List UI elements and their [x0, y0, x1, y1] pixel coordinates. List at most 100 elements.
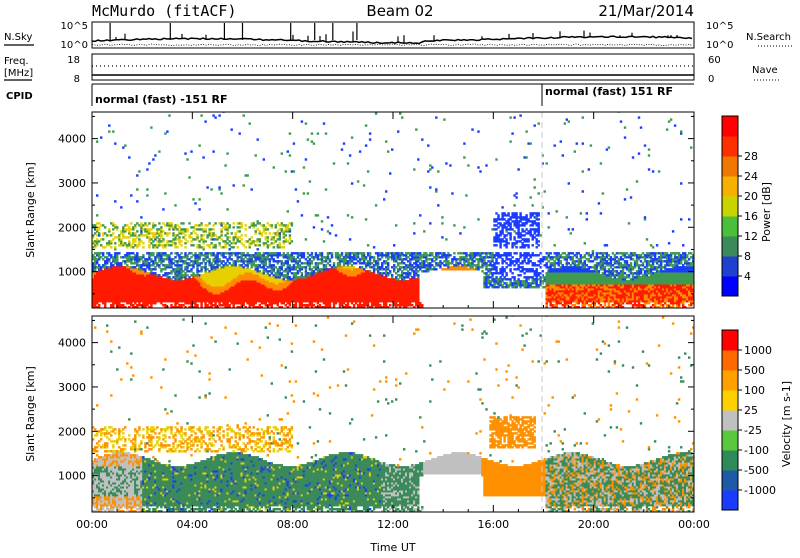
heatmap-cell	[249, 122, 251, 124]
heatmap-cell	[297, 200, 299, 202]
heatmap-cell	[114, 246, 116, 248]
heatmap-cell	[387, 262, 389, 264]
heatmap-cell	[325, 132, 327, 134]
heatmap-cell	[369, 132, 371, 134]
heatmap-cell	[170, 222, 172, 224]
heatmap-cell	[208, 222, 210, 224]
heatmap-cell	[233, 226, 235, 228]
heatmap-cell	[291, 222, 293, 224]
heatmap-cell	[224, 164, 226, 166]
heatmap-cell	[192, 244, 194, 246]
heatmap-cell	[305, 238, 307, 240]
heatmap-cell	[255, 154, 257, 156]
nsky-tick-top: 10^5	[61, 21, 88, 32]
heatmap-cell	[313, 226, 315, 228]
heatmap-cell	[365, 124, 367, 126]
heatmap-cell	[100, 136, 102, 138]
heatmap-cell	[140, 216, 142, 218]
heatmap-cell	[226, 258, 228, 260]
freq-tick-bottom: 8	[74, 74, 80, 85]
heatmap-cell	[393, 244, 395, 246]
heatmap-cell	[407, 280, 409, 282]
heatmap-cell	[445, 162, 447, 164]
heatmap-cell	[233, 222, 235, 224]
heatmap-cell	[311, 252, 313, 254]
heatmap-cell	[467, 268, 469, 270]
heatmap-cell	[196, 234, 198, 236]
heatmap-cell	[196, 244, 198, 246]
heatmap-cell	[245, 246, 247, 248]
heatmap-cell	[421, 304, 423, 306]
heatmap-cell	[375, 112, 377, 114]
heatmap-cell	[106, 242, 108, 244]
heatmap-cell	[341, 252, 343, 254]
heatmap-cell	[429, 186, 431, 188]
heatmap-cell	[226, 208, 228, 210]
nsky-spikes	[110, 23, 680, 43]
heatmap-cell	[198, 144, 200, 146]
heatmap-cell	[435, 188, 437, 190]
heatmap-cell	[497, 214, 499, 216]
heatmap-cell	[128, 156, 130, 158]
heatmap-cell	[152, 252, 154, 254]
heatmap-cell	[150, 126, 152, 128]
heatmap-cell	[212, 150, 214, 152]
heatmap-cell	[301, 120, 303, 122]
heatmap-cell	[112, 130, 114, 132]
heatmap-cell	[110, 246, 112, 248]
heatmap-cell	[279, 242, 281, 244]
heatmap-cell	[321, 228, 323, 230]
heatmap-cell	[377, 252, 379, 254]
heatmap-cell	[198, 208, 200, 210]
heatmap-cell	[413, 168, 415, 170]
heatmap-cell	[180, 240, 182, 242]
heatmap-cell	[303, 166, 305, 168]
heatmap-cell	[367, 170, 369, 172]
heatmap-cell	[435, 268, 437, 270]
heatmap-cell	[375, 204, 377, 206]
heatmap-cell	[241, 238, 243, 240]
heatmap-cell	[365, 218, 367, 220]
heatmap-cell	[359, 150, 361, 152]
nsky-tick-bottom: 10^0	[61, 40, 88, 51]
heatmap-cell	[152, 158, 154, 160]
heatmap-cell	[257, 228, 259, 230]
heatmap-cell	[317, 254, 319, 256]
heatmap-cell	[449, 164, 451, 166]
heatmap-cell	[497, 226, 499, 228]
heatmap-cell	[214, 116, 216, 118]
heatmap-cell	[257, 138, 259, 140]
heatmap-cell	[114, 200, 116, 202]
heatmap-cell	[218, 186, 220, 188]
heatmap-cell	[257, 244, 259, 246]
heatmap-cell	[239, 230, 241, 232]
nsearch-line	[92, 44, 692, 46]
heatmap-cell	[226, 242, 228, 244]
heatmap-cell	[136, 174, 138, 176]
heatmap-cell	[351, 216, 353, 218]
heatmap-cell	[415, 128, 417, 130]
heatmap-cell	[259, 244, 261, 246]
heatmap-cell	[341, 148, 343, 150]
heatmap-cell	[301, 272, 303, 274]
heatmap-cell	[186, 240, 188, 242]
heatmap-cell	[210, 188, 212, 190]
heatmap-cell	[497, 272, 499, 274]
heatmap-cell	[106, 266, 108, 268]
heatmap-cell	[293, 170, 295, 172]
heatmap-cell	[407, 252, 409, 254]
heatmap-cell	[196, 228, 198, 230]
heatmap-cell	[180, 252, 182, 254]
heatmap-cell	[349, 238, 351, 240]
heatmap-cell	[176, 246, 178, 248]
heatmap-cell	[154, 224, 156, 226]
heatmap-cell	[391, 274, 393, 276]
heatmap-cell	[148, 222, 150, 224]
heatmap-cell	[441, 216, 443, 218]
heatmap-cell	[285, 170, 287, 172]
heatmap-cell	[441, 236, 443, 238]
heatmap-cell	[351, 182, 353, 184]
heatmap-cell	[184, 246, 186, 248]
heatmap-cell	[497, 278, 499, 280]
nsearch-tick-bottom: 10^0	[706, 40, 733, 51]
